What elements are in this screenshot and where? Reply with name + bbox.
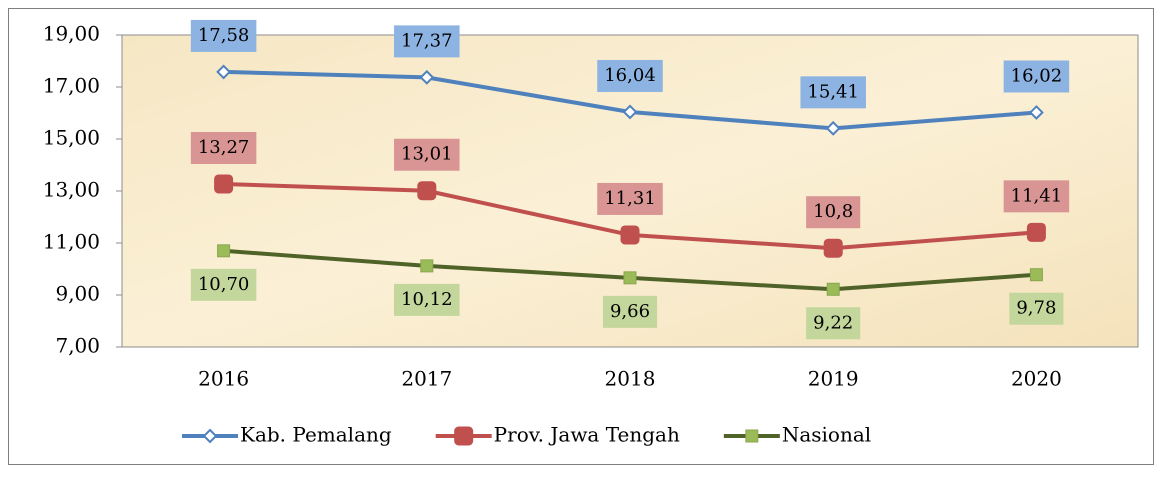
x-tick-label: 2016 [198, 367, 249, 391]
value-label-box [190, 131, 257, 164]
value-label-box [597, 59, 663, 92]
marker [623, 271, 637, 285]
x-tick-label: 2019 [808, 367, 859, 391]
x-tick-label: 2020 [1011, 367, 1062, 391]
value-label: 13,27 [198, 137, 250, 158]
value-label-box [602, 295, 658, 328]
value-label: 11,31 [604, 188, 656, 209]
value-label: 9,78 [1016, 298, 1056, 319]
legend-label: Kab. Pemalang [240, 423, 392, 447]
value-label: 16,04 [604, 65, 656, 86]
value-label-box [394, 25, 460, 58]
value-label: 10,8 [813, 201, 853, 222]
marker [620, 225, 640, 245]
marker [823, 238, 843, 258]
marker [1028, 105, 1044, 120]
marker [417, 181, 437, 201]
legend-label: Nasional [782, 423, 871, 447]
marker [825, 120, 841, 136]
y-tick-label: 19,00 [43, 22, 100, 46]
value-label: 16,02 [1011, 65, 1063, 86]
value-label-box [806, 307, 861, 340]
x-tick-label: 2017 [401, 367, 452, 391]
value-label-box [190, 268, 257, 301]
value-label-box [1009, 292, 1064, 325]
value-label: 9,22 [813, 312, 853, 333]
value-label: 15,41 [807, 81, 859, 102]
value-label-box [394, 138, 460, 171]
value-label: 9,66 [610, 301, 650, 322]
legend-label: Prov. Jawa Tengah [494, 423, 680, 447]
marker [826, 282, 840, 296]
marker [420, 259, 434, 273]
value-label: 11,41 [1011, 185, 1063, 206]
marker [419, 69, 435, 85]
value-label-box [1003, 180, 1070, 213]
marker [202, 428, 218, 444]
value-label: 17,58 [198, 25, 250, 46]
y-tick-label: 13,00 [43, 178, 100, 202]
marker [217, 244, 231, 258]
y-tick-label: 15,00 [43, 126, 100, 150]
marker [745, 429, 759, 443]
marker [1029, 268, 1043, 282]
x-tick-label: 2018 [605, 367, 656, 391]
marker [454, 426, 474, 446]
y-tick-label: 11,00 [43, 230, 100, 254]
value-label-box [806, 196, 861, 229]
value-label: 10,70 [198, 274, 250, 295]
y-tick-label: 17,00 [43, 74, 100, 98]
y-tick-label: 9,00 [55, 282, 100, 306]
value-label-box [1003, 60, 1070, 93]
value-label: 10,12 [401, 289, 453, 310]
marker [214, 174, 234, 194]
marker [216, 64, 232, 80]
value-label-box [800, 76, 866, 109]
marker [1026, 222, 1046, 242]
y-tick-label: 7,00 [55, 334, 100, 358]
value-label-box [597, 182, 663, 215]
value-label: 13,01 [401, 144, 453, 165]
marker [622, 104, 638, 120]
value-label-box [190, 19, 257, 52]
value-label: 17,37 [401, 30, 453, 51]
value-label-box [394, 283, 460, 316]
